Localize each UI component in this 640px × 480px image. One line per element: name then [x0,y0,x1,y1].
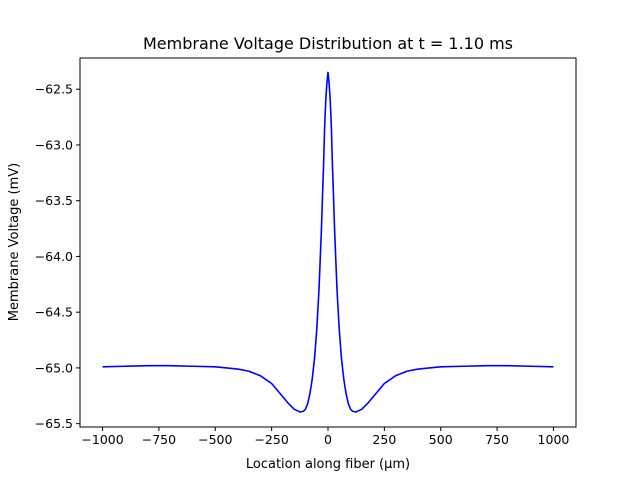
x-tick-label: 750 [485,432,509,447]
y-tick-label: −65.0 [35,360,73,375]
x-tick-label: −1000 [81,432,123,447]
y-tick-label: −63.5 [35,193,73,208]
x-tick-label: 0 [324,432,332,447]
x-axis-ticks: −1000 −750 −500 −250 0 250 500 750 1000 [81,427,569,447]
y-tick-label: −62.5 [35,82,73,97]
x-tick-label: −500 [198,432,232,447]
x-tick-label: −250 [254,432,288,447]
plot-area [102,71,554,413]
x-tick-label: 1000 [538,432,570,447]
y-tick-label: −63.0 [35,137,73,152]
series-line-0 [102,71,554,413]
x-axis-label: Location along fiber (µm) [246,457,410,472]
y-tick-label: −65.5 [35,416,73,431]
y-tick-label: −64.0 [35,249,73,264]
axes-frame [79,57,577,428]
x-tick-label: 250 [372,432,396,447]
x-tick-label: 500 [429,432,453,447]
y-tick-label: −64.5 [35,305,73,320]
x-tick-label: −750 [142,432,176,447]
chart-title: Membrane Voltage Distribution at t = 1.1… [143,34,513,53]
y-axis-label: Membrane Voltage (mV) [7,163,22,321]
y-axis-ticks: −62.5 −63.0 −63.5 −64.0 −64.5 −65.0 −65.5 [35,82,80,431]
